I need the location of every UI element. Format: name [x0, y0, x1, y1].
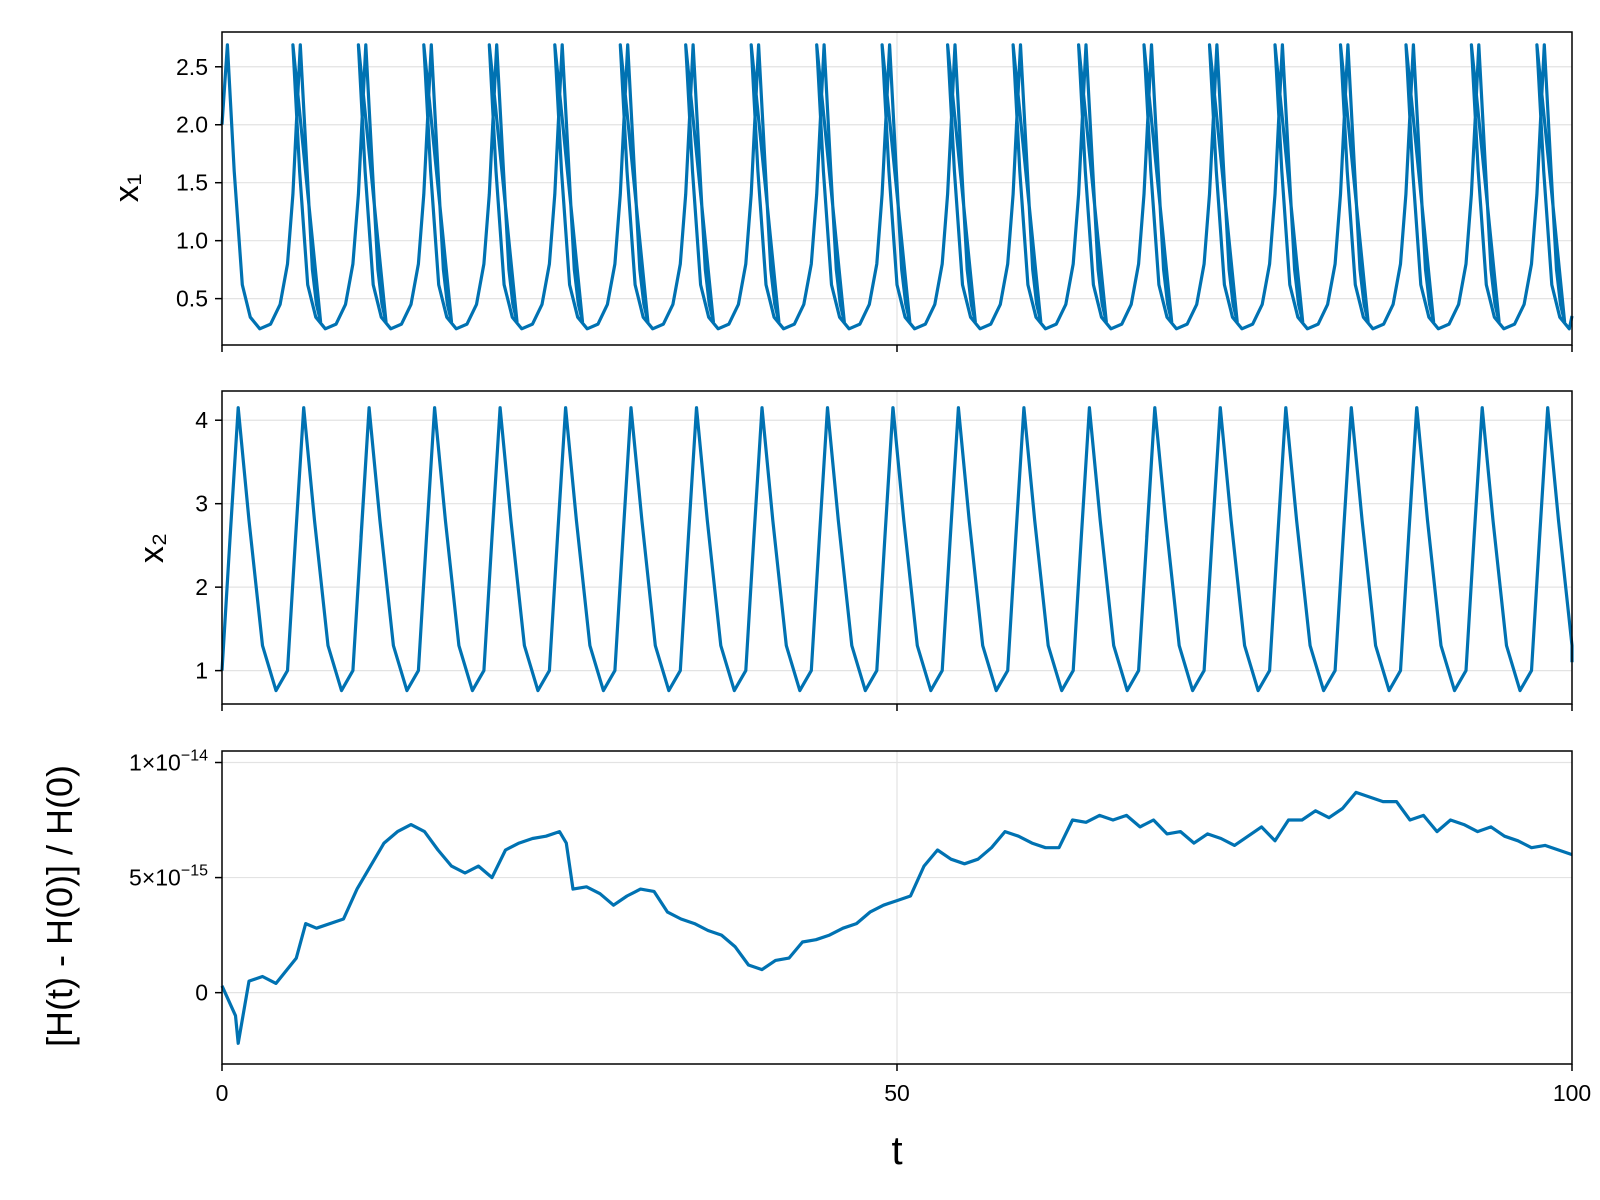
y-tick-label: 2: [195, 574, 208, 600]
y-tick-label: 1.5: [176, 170, 208, 196]
x-tick-label: 100: [1553, 1080, 1591, 1106]
panel-x2: 1 2 3 4 x₂: [133, 390, 1574, 711]
y-tick-label: 1: [195, 658, 208, 684]
y-tick-label: 3: [195, 491, 208, 517]
energy-error-y-ticks: 0 5×10−15 1×10−14: [129, 748, 222, 1006]
y-tick-label: 0: [195, 980, 208, 1006]
x2-y-axis-label: x₂: [133, 533, 171, 563]
y-tick-label: 1×10−14: [129, 748, 208, 776]
x2-x-ticks: [221, 704, 1573, 711]
y-tick-label: 5×10−15: [129, 863, 208, 891]
x1-series-line: [220, 43, 1574, 331]
x-axis-label: t: [891, 1129, 902, 1173]
y-tick-label: 1.0: [176, 228, 208, 254]
y-tick-label: 2.0: [176, 112, 208, 138]
y-tick-label: 0.5: [176, 286, 208, 312]
x1-y-ticks: 0.5 1.0 1.5 2.0 2.5: [176, 54, 222, 312]
x1-x-ticks: [221, 345, 1573, 352]
y-tick-label: 4: [195, 407, 208, 433]
x2-series-line: [220, 406, 1574, 693]
x1-y-axis-label: x₁: [108, 174, 146, 202]
energy-error-series-line: [220, 790, 1573, 1045]
energy-error-y-axis-label: [H(t) - H(0)] / H(0): [39, 765, 80, 1047]
x-tick-label: 0: [216, 1080, 229, 1106]
x-tick-label: 50: [884, 1080, 910, 1106]
energy-error-x-ticks: 0 50 100: [216, 1064, 1591, 1106]
x2-y-ticks: 1 2 3 4: [195, 407, 222, 684]
y-tick-label: 2.5: [176, 54, 208, 80]
energy-error-grid: [222, 751, 1572, 1064]
panel-x1: 0.5 1.0 1.5 2.0 2.5 x₁: [108, 31, 1574, 352]
panel-energy-error: 0 5×10−15 1×10−14 0 50 100 [H(t) - H(0)] / H…: [39, 748, 1591, 1173]
